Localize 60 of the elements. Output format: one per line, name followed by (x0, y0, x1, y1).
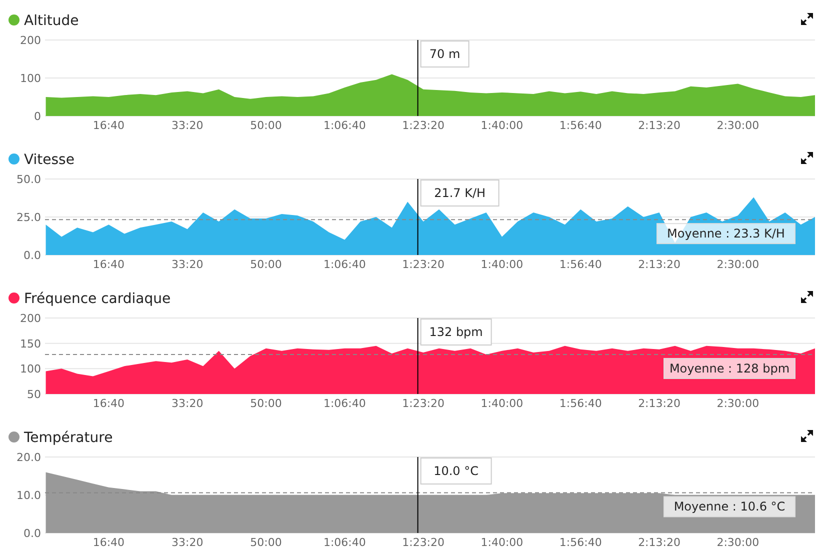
y-tick-label: 20.0 (16, 451, 41, 464)
x-tick-label: 1:06:40 (323, 119, 366, 132)
x-tick-label: 1:06:40 (323, 258, 366, 271)
x-tick-label: 1:40:00 (480, 119, 524, 132)
x-tick-label: 2:30:00 (716, 397, 760, 410)
x-tick-label: 33:20 (172, 536, 204, 549)
x-tick-label: 1:23:20 (402, 119, 445, 132)
annotation: 21.7 K/H (434, 186, 486, 200)
legend-label: Fréquence cardiaque (24, 291, 171, 307)
x-tick-label: 1:23:20 (402, 258, 445, 271)
x-tick-label: 2:30:00 (716, 536, 760, 549)
x-tick-label: 2:13:20 (638, 119, 680, 132)
x-tick-label: 16:40 (92, 397, 125, 410)
x-tick-label: 1:06:40 (323, 397, 366, 410)
ref-line-label: Moyenne : 23.3 K/H (667, 226, 785, 241)
x-tick-label: 16:40 (92, 536, 125, 549)
x-tick-label: 1:56:40 (559, 258, 602, 271)
x-tick-label: 50:00 (250, 258, 282, 271)
x-tick-label: 2:30:00 (716, 119, 760, 132)
x-tick-label: 1:56:40 (559, 397, 602, 410)
x-tick-label: 50:00 (250, 397, 282, 410)
y-tick-label: 100 (20, 72, 41, 85)
y-tick-label: 100 (20, 362, 41, 376)
ref-line-label: Moyenne : 10.6 °C (674, 500, 786, 514)
x-tick-label: 16:40 (92, 258, 125, 271)
y-tick-label: 25.0 (16, 211, 41, 224)
y-tick-label: 10.0 (16, 489, 41, 502)
y-tick-label: 0.0 (24, 527, 41, 540)
y-tick-label: 150 (20, 337, 41, 350)
ref-line-label: Moyenne : 128 bpm (669, 361, 790, 376)
x-tick-label: 33:20 (172, 258, 204, 271)
x-tick-label: 50:00 (250, 536, 282, 549)
x-tick-label: 1:40:00 (480, 258, 524, 271)
x-tick-label: 2:30:00 (716, 258, 760, 271)
legend-label: Température (23, 430, 113, 446)
annotation: 132 bpm (429, 325, 483, 339)
legend-label: Vitesse (24, 152, 74, 168)
y-tick-label: 50 (27, 388, 41, 401)
x-tick-label: 33:20 (172, 397, 204, 410)
annotation: 10.0 °C (434, 464, 479, 478)
x-tick-label: 50:00 (250, 119, 282, 132)
y-tick-label: 0.0 (24, 249, 41, 262)
annotation: 70 m (429, 47, 460, 61)
x-tick-label: 1:06:40 (323, 536, 366, 549)
x-tick-label: 1:40:00 (480, 397, 524, 410)
x-tick-label: 1:23:20 (402, 536, 445, 549)
y-tick-label: 50.0 (16, 173, 41, 186)
x-tick-label: 1:56:40 (559, 119, 602, 132)
y-tick-label: 200 (20, 34, 41, 47)
x-tick-label: 1:23:20 (402, 397, 445, 410)
x-tick-label: 2:13:20 (638, 536, 680, 549)
legend-label: Altitude (24, 13, 79, 29)
y-tick-label: 200 (20, 312, 41, 325)
y-tick-label: 0 (34, 110, 41, 123)
x-tick-label: 2:13:20 (638, 397, 680, 410)
x-tick-label: 1:56:40 (559, 536, 602, 549)
x-tick-label: 1:40:00 (480, 536, 524, 549)
x-tick-label: 16:40 (92, 119, 125, 132)
x-tick-label: 2:13:20 (638, 258, 680, 271)
x-tick-label: 33:20 (172, 119, 204, 132)
